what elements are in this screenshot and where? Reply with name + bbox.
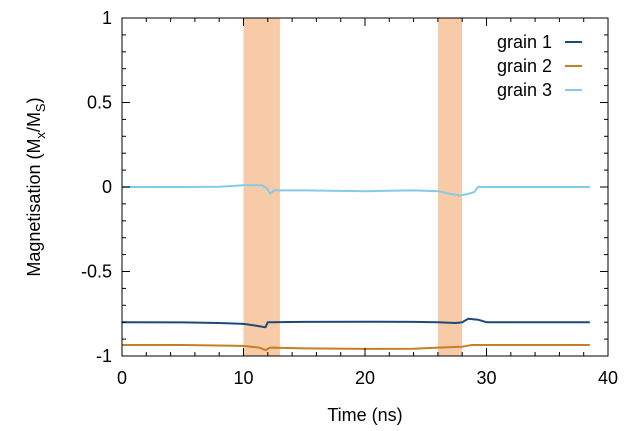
y-tick-label: -1 bbox=[96, 346, 112, 366]
y-axis-title-part: S bbox=[33, 103, 48, 112]
y-axis-title-part: Magnetisation (M bbox=[24, 139, 44, 277]
series-line-grain-1 bbox=[121, 317, 590, 329]
y-axis-title-part: x bbox=[33, 132, 48, 139]
y-axis-title-part: /M bbox=[24, 112, 44, 132]
y-tick-label: -0.5 bbox=[81, 262, 112, 282]
shaded-regions bbox=[243, 18, 463, 356]
y-tick-label: 0 bbox=[102, 177, 112, 197]
shaded-region-2 bbox=[437, 18, 463, 356]
x-tick-label: 40 bbox=[598, 368, 618, 388]
x-tick-label: 30 bbox=[476, 368, 496, 388]
x-tick-label: 0 bbox=[117, 368, 127, 388]
y-tick-label: 1 bbox=[102, 8, 112, 28]
legend-label-grain-2: grain 2 bbox=[497, 56, 552, 76]
series-line-grain-2 bbox=[122, 344, 590, 352]
series-lines bbox=[121, 184, 590, 352]
series-line-grain-3 bbox=[122, 184, 590, 197]
y-tick-labels: -1 -0.5 0 0.5 1 bbox=[81, 8, 112, 366]
x-tick-label: 20 bbox=[355, 368, 375, 388]
legend-label-grain-3: grain 3 bbox=[497, 80, 552, 100]
x-tick-label: 10 bbox=[233, 368, 253, 388]
x-axis-title: Time (ns) bbox=[327, 405, 402, 425]
x-tick-labels: 0 10 20 30 40 bbox=[117, 368, 618, 388]
shaded-region-1 bbox=[243, 18, 280, 356]
y-axis-title: Magnetisation (Mx/MS) bbox=[24, 97, 48, 276]
legend: grain 1 grain 2 grain 3 bbox=[497, 32, 582, 100]
axis-ticks bbox=[121, 17, 609, 357]
y-axis-title-part: ) bbox=[24, 97, 44, 103]
legend-label-grain-1: grain 1 bbox=[497, 32, 552, 52]
y-tick-label: 0.5 bbox=[87, 93, 112, 113]
